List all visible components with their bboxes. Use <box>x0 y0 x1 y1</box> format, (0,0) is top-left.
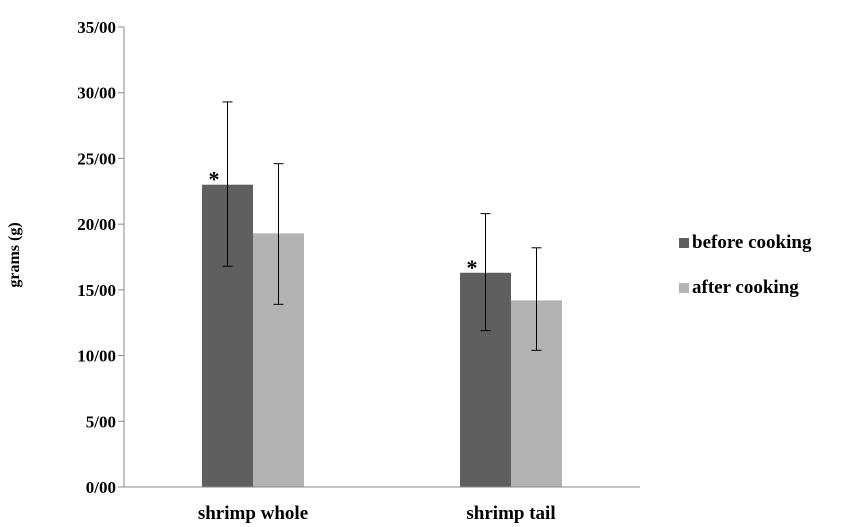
significance-asterisk: * <box>209 167 220 192</box>
x-axis-labels: shrimp whole shrimp tail <box>198 503 556 524</box>
legend-swatch <box>679 283 689 293</box>
y-tick-label: 10/00 <box>77 347 116 366</box>
y-tick-label: 35/00 <box>77 18 116 37</box>
y-tick-label: 5/00 <box>86 412 116 431</box>
y-axis-title: grams (g) <box>6 222 23 287</box>
legend-label: after cooking <box>692 277 799 298</box>
x-category-label: shrimp tail <box>466 503 555 524</box>
y-tick-label: 20/00 <box>77 215 116 234</box>
y-tick-label: 15/00 <box>77 281 116 300</box>
y-tick-label: 0/00 <box>86 478 116 497</box>
x-category-label: shrimp whole <box>198 503 308 524</box>
bars <box>202 184 562 487</box>
legend-swatch <box>679 238 689 248</box>
significance-asterisk: * <box>467 255 478 280</box>
legend: before cooking after cooking <box>679 232 812 298</box>
significance-marks: ** <box>209 167 478 280</box>
error-bars <box>222 101 542 351</box>
legend-label: before cooking <box>692 232 812 253</box>
y-tick-label: 30/00 <box>77 84 116 103</box>
y-tick-label: 25/00 <box>77 149 116 168</box>
y-axis-ticks: 0/00 5/00 10/00 15/00 20/00 25/00 30/00 35/00 <box>77 18 124 497</box>
